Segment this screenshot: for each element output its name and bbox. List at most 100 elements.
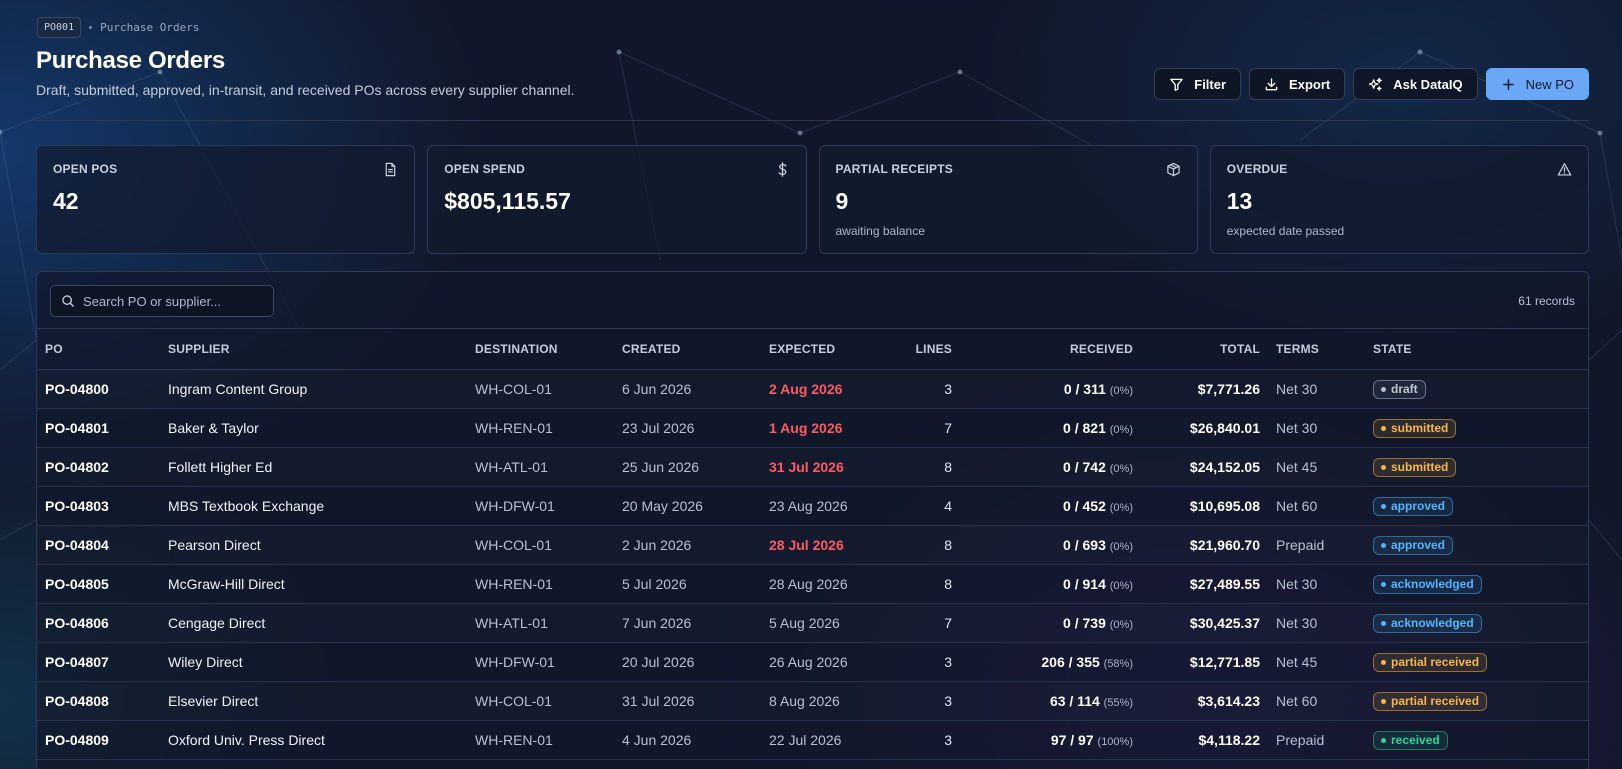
column-header-destination[interactable]: DESTINATION [467,329,614,370]
received-percent: (0%) [1109,540,1133,553]
received-percent: (0%) [1109,462,1133,475]
supplier-name: Wiley Direct [160,642,467,682]
table-row[interactable]: PO-04801 Baker & Taylor WH-REN-01 23 Jul 20… [37,408,1588,448]
destination: WH-DFW-01 [467,642,614,682]
table-header-row: PO SUPPLIER DESTINATION CREATED EXPECTED… [37,329,1588,370]
po-number[interactable]: PO-04809 [37,720,160,760]
received-qty: 0 / 452 [1063,497,1106,514]
filter-button[interactable]: Filter [1154,68,1242,100]
status-dot [1381,620,1386,626]
created-date: 20 Jul 2026 [614,642,761,682]
status-label: approved [1391,538,1446,552]
destination: WH-COL-01 [467,369,614,409]
total-amount: $3,614.23 [1141,681,1268,721]
table-row[interactable]: PO-04805 McGraw-Hill Direct WH-REN-01 5 Jul… [37,564,1588,604]
record-count: 61 records [1518,294,1575,308]
search-box[interactable] [50,285,274,317]
package-icon [1167,162,1180,177]
supplier-name: Baker & Taylor [160,408,467,448]
search-input[interactable] [83,293,263,309]
total-amount: $10,695.08 [1141,486,1268,526]
status-label: acknowledged [1391,616,1474,630]
export-button[interactable]: Export [1249,68,1346,100]
table-row[interactable]: PO-04800 Ingram Content Group WH-COL-01 6 J… [37,369,1588,409]
column-header-po[interactable]: PO [37,329,160,370]
table-row[interactable]: PO-04806 Cengage Direct WH-ATL-01 7 Jun 202… [37,603,1588,643]
table-body: PO-04800 Ingram Content Group WH-COL-01 6 J… [37,369,1588,760]
po-number[interactable]: PO-04801 [37,408,160,448]
column-header-terms[interactable]: TERMS [1268,329,1365,370]
line-count: 3 [881,720,960,760]
po-number[interactable]: PO-04804 [37,525,160,565]
column-header-state[interactable]: STATE [1365,329,1588,370]
stat-label: PARTIAL RECEIPTS [835,162,953,176]
status-dot [1381,581,1386,587]
created-date: 20 May 2026 [614,486,761,526]
status-label: received [1391,733,1440,747]
column-header-lines[interactable]: LINES [881,329,960,370]
destination: WH-COL-01 [467,525,614,565]
column-header-supplier[interactable]: SUPPLIER [160,329,467,370]
stat-value: $805,115.57 [444,188,571,214]
stat-value: 9 [835,188,849,214]
table-row[interactable]: PO-04808 Elsevier Direct WH-COL-01 31 Jul 2… [37,681,1588,721]
created-date: 5 Jul 2026 [614,564,761,604]
received-percent: (100%) [1097,735,1133,748]
status-badge: draft [1373,379,1426,399]
status-badge: received [1373,730,1448,750]
ask-dataiq-button[interactable]: Ask DataIQ [1353,68,1478,100]
column-header-expected[interactable]: EXPECTED [761,329,881,370]
breadcrumb-code[interactable]: PO001 [37,17,82,38]
table-row[interactable]: PO-04802 Follett Higher Ed WH-ATL-01 25 Jun… [37,447,1588,487]
state-cell: approved [1365,525,1588,565]
total-amount: $30,425.37 [1141,603,1268,643]
table-row[interactable]: PO-04807 Wiley Direct WH-DFW-01 20 Jul 2026… [37,642,1588,682]
line-count: 8 [881,564,960,604]
page-title: Purchase Orders [36,47,225,74]
payment-terms: Net 60 [1268,486,1365,526]
expected-date: 31 Jul 2026 [761,447,881,487]
po-number[interactable]: PO-04808 [37,681,160,721]
sparkles-icon [1369,77,1383,91]
status-badge: submitted [1373,418,1457,438]
created-date: 6 Jun 2026 [614,369,761,409]
total-amount: $27,489.55 [1141,564,1268,604]
column-header-created[interactable]: CREATED [614,329,761,370]
po-number[interactable]: PO-04802 [37,447,160,487]
destination: WH-ATL-01 [467,447,614,487]
status-label: partial received [1391,694,1480,708]
table-row[interactable]: PO-04803 MBS Textbook Exchange WH-DFW-01 20… [37,486,1588,526]
created-date: 31 Jul 2026 [614,681,761,721]
table-row[interactable]: PO-04809 Oxford Univ. Press Direct WH-REN-… [37,720,1588,760]
supplier-name: McGraw-Hill Direct [160,564,467,604]
export-button-label: Export [1289,76,1331,92]
po-number[interactable]: PO-04806 [37,603,160,643]
supplier-name: Cengage Direct [160,603,467,643]
po-number[interactable]: PO-04803 [37,486,160,526]
received-percent: (58%) [1103,657,1133,670]
payment-terms: Prepaid [1268,720,1365,760]
payment-terms: Net 30 [1268,564,1365,604]
column-header-total[interactable]: TOTAL [1141,329,1268,370]
line-count: 8 [881,525,960,565]
received-qty: 0 / 914 [1063,575,1106,592]
received-cell: 0 / 693 (0%) [960,525,1141,565]
total-amount: $24,152.05 [1141,447,1268,487]
created-date: 4 Jun 2026 [614,720,761,760]
total-amount: $21,960.70 [1141,525,1268,565]
destination: WH-DFW-01 [467,486,614,526]
created-date: 25 Jun 2026 [614,447,761,487]
column-header-received[interactable]: RECEIVED [960,329,1141,370]
po-number[interactable]: PO-04805 [37,564,160,604]
received-percent: (0%) [1109,501,1133,514]
new-po-button-label: New PO [1525,76,1574,92]
table-toolbar: 61 records [37,272,1588,329]
stat-label: OVERDUE [1226,162,1288,176]
state-cell: draft [1365,369,1588,409]
new-po-button[interactable]: New PO [1485,68,1589,100]
po-number[interactable]: PO-04807 [37,642,160,682]
table-row[interactable]: PO-04804 Pearson Direct WH-COL-01 2 Jun 202… [37,525,1588,565]
total-amount: $4,118.22 [1141,720,1268,760]
po-number[interactable]: PO-04800 [37,369,160,409]
plus-icon [1502,78,1514,90]
